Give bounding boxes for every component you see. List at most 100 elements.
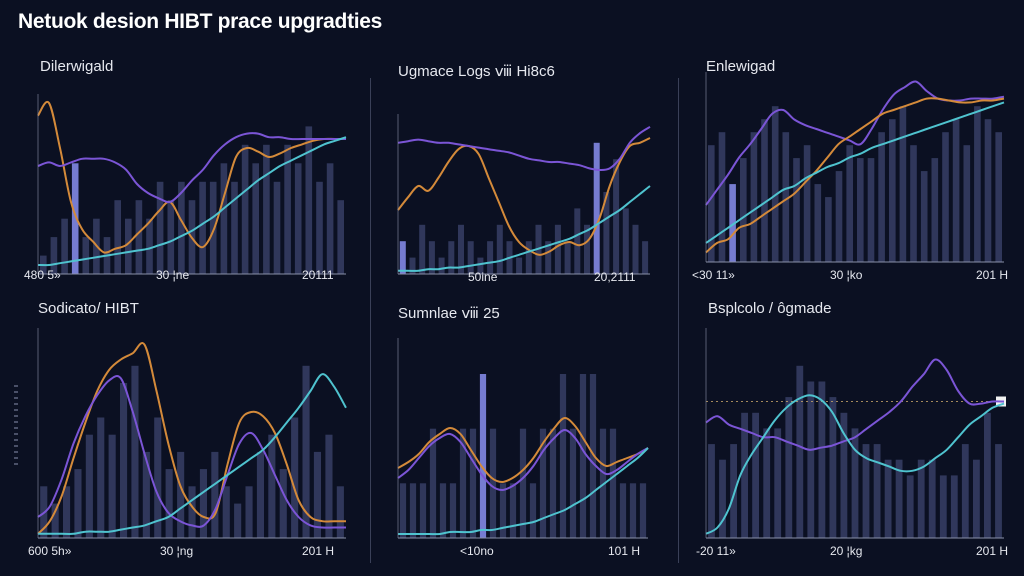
bar: [279, 469, 287, 538]
bar: [750, 132, 758, 262]
series-line-cyan: [705, 394, 1005, 535]
bar: [889, 119, 896, 262]
bar: [142, 451, 150, 538]
bar: [82, 237, 90, 274]
bar: [477, 257, 484, 274]
x-tick-label: 20111: [302, 268, 334, 282]
bar: [719, 459, 726, 538]
bar: [336, 486, 344, 538]
bar: [63, 486, 71, 538]
bar: [496, 224, 503, 274]
chart-title: Sodicato/ HIBT: [38, 300, 139, 317]
series-line-purple: [37, 132, 346, 204]
x-tick-label: 600 5h»: [28, 544, 72, 558]
bar: [984, 119, 992, 262]
bar: [479, 374, 487, 538]
bar: [741, 412, 748, 538]
bar: [399, 241, 406, 274]
bar: [729, 184, 736, 262]
bar: [708, 444, 715, 538]
bar: [632, 224, 639, 274]
series-line-cyan: [38, 373, 347, 535]
bar: [499, 483, 507, 538]
bar: [438, 257, 445, 274]
bar: [835, 171, 843, 262]
bar: [108, 434, 116, 538]
chart-panel-2: Ugmace Logs ⅷ Hi8c6 50ine 20,2111: [397, 58, 651, 288]
bar: [796, 365, 804, 538]
bar: [316, 181, 323, 275]
bar: [774, 428, 782, 538]
series-line-purple: [397, 429, 649, 491]
bar: [50, 237, 58, 274]
bar: [782, 132, 790, 262]
bar: [984, 412, 991, 538]
bar: [51, 503, 59, 538]
bar: [763, 428, 771, 538]
bar: [740, 158, 747, 262]
bar: [846, 145, 853, 262]
x-tick-label: 30 ¦ko: [830, 268, 863, 282]
bar: [961, 444, 969, 538]
bar: [97, 417, 105, 538]
bar: [613, 159, 620, 274]
bar: [564, 241, 571, 274]
bar: [771, 106, 779, 262]
bar: [928, 459, 936, 538]
bar: [906, 475, 914, 538]
bar: [199, 469, 207, 538]
bar: [120, 383, 128, 538]
bar: [593, 142, 600, 274]
x-tick-label: 480 5»: [24, 268, 61, 282]
chart-plot: [397, 114, 651, 275]
bar: [622, 208, 629, 274]
bar: [131, 365, 139, 538]
bar: [829, 397, 837, 538]
bar: [489, 428, 497, 538]
series-line-orange: [397, 137, 651, 256]
bar: [273, 181, 281, 275]
bar: [252, 163, 259, 274]
bar: [245, 486, 253, 538]
bar: [409, 257, 416, 274]
bar: [803, 145, 811, 262]
bar: [165, 469, 173, 538]
bar: [167, 200, 175, 274]
bar: [61, 218, 68, 274]
bar: [234, 503, 242, 538]
chart-panel-1: Dilerwigald 480 5» 30 ¦ne 20111: [24, 58, 350, 288]
bar: [509, 483, 517, 538]
series-line-cyan: [705, 101, 1005, 244]
bar: [135, 200, 143, 274]
x-tick-label: 20 ¦kg: [830, 544, 863, 558]
x-tick-label: <10no: [460, 544, 494, 558]
bar: [867, 158, 875, 262]
bar: [409, 483, 417, 538]
left-axis-ticks: [14, 385, 18, 465]
bar: [188, 486, 196, 538]
bar: [825, 197, 832, 262]
bar: [549, 428, 557, 538]
bar: [125, 218, 132, 274]
series-line-cyan: [398, 447, 649, 536]
chart-title: Ugmace Logs ⅷ Hi8c6: [398, 63, 555, 80]
bar: [785, 397, 793, 538]
chart-title: Dilerwigald: [40, 58, 114, 75]
x-tick-label: 50ine: [468, 270, 498, 284]
bar: [241, 144, 249, 274]
bar: [931, 158, 939, 262]
bar: [619, 483, 627, 538]
bar: [220, 163, 228, 274]
chart-plot: [37, 94, 347, 275]
x-tick-label: -20 11»: [696, 544, 736, 558]
bar: [995, 444, 1002, 538]
bar: [569, 428, 577, 538]
series-line-orange: [37, 342, 346, 535]
bar: [209, 181, 217, 275]
chart-panel-3: Enlewigad <30 11» 30 ¦ko 201 H: [692, 58, 1008, 288]
bar: [448, 241, 455, 274]
bar: [294, 163, 302, 274]
series-line-cyan: [398, 185, 651, 272]
chart-panel-4: Sodicato/ HIBT 600 5h» 30 ¦ng 201 H: [28, 298, 350, 560]
bar: [449, 483, 457, 538]
